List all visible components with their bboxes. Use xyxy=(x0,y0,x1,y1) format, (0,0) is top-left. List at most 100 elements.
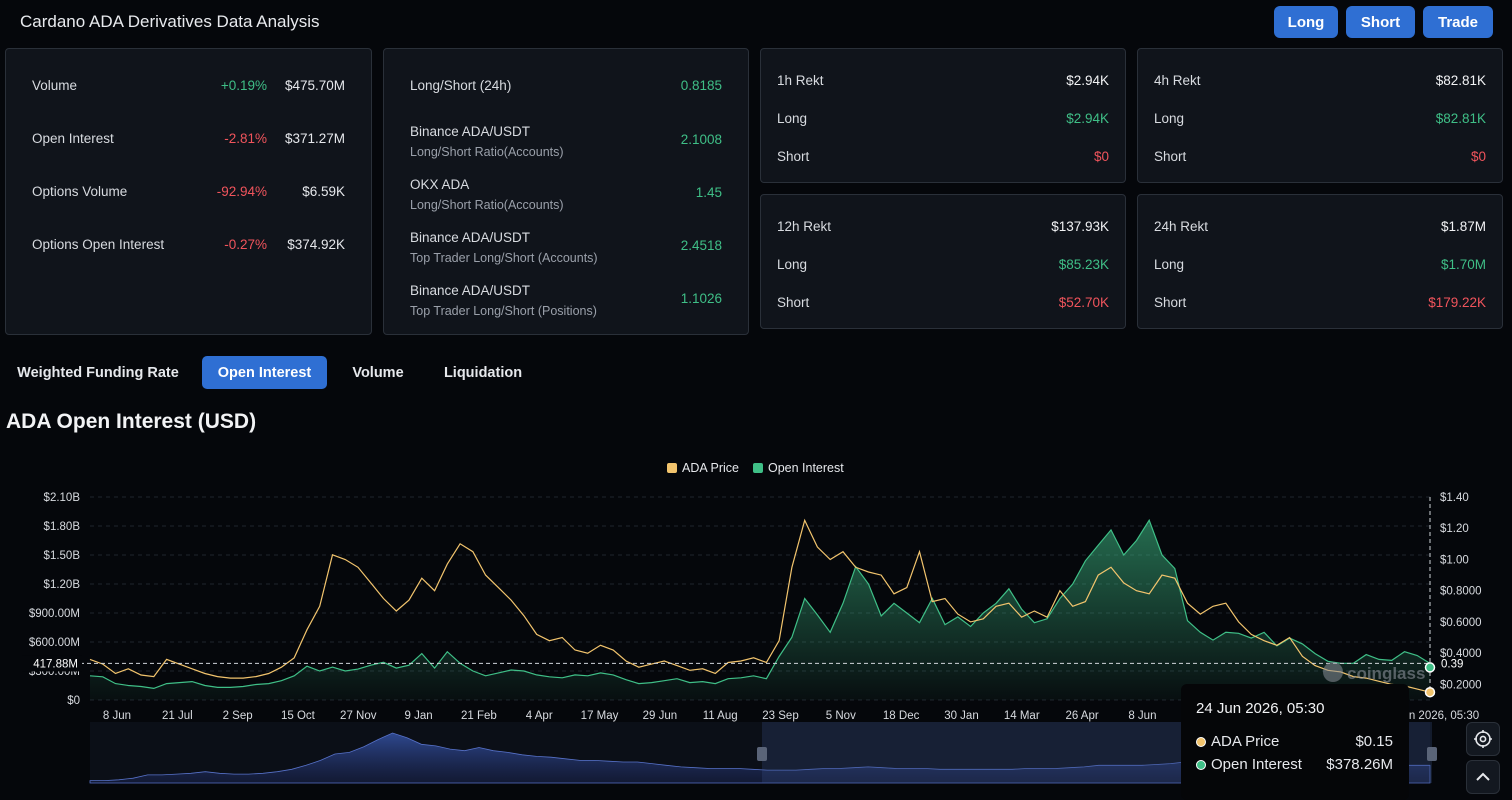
rekt-total: $2.94K xyxy=(1066,73,1109,88)
hover-points xyxy=(1424,662,1436,698)
ratio-value: 1.45 xyxy=(695,185,722,200)
tooltip-dot-price xyxy=(1196,737,1206,747)
open-interest-area xyxy=(90,520,1430,700)
rekt-short-value: $52.70K xyxy=(1058,295,1109,310)
rekt-total: $137.93K xyxy=(1051,219,1109,234)
stat-label: Options Volume xyxy=(32,184,128,199)
rekt-long-value: $2.94K xyxy=(1066,111,1109,126)
chart-title: ADA Open Interest (USD) xyxy=(6,410,257,433)
ratio-value: 0.8185 xyxy=(680,78,722,93)
stat-label: Open Interest xyxy=(32,131,114,146)
long-button[interactable]: Long xyxy=(1274,6,1338,38)
y-left-tick-label: $0 xyxy=(67,695,80,707)
tab-weighted-funding-rate[interactable]: Weighted Funding Rate xyxy=(17,364,179,381)
rekt-long-label: Long xyxy=(1154,111,1185,126)
x-tick-label: 2 Sep xyxy=(223,710,253,722)
y-left-tick-label: $1.80B xyxy=(44,521,81,533)
crosshair-labels: 417.88M 0.39 xyxy=(22,655,1463,672)
rekt-card-24h: 24h Rekt $1.87M Long $1.70M Short $179.2… xyxy=(1137,194,1503,329)
ratio-title: Binance ADA/USDT Top Trader Long/Short (P… xyxy=(410,280,597,322)
legend-item-ada-price[interactable]: ADA Price xyxy=(682,461,739,475)
rekt-card-12h: 12h Rekt $137.93K Long $85.23K Short $52… xyxy=(760,194,1126,329)
stat-change: -0.27% xyxy=(224,237,267,252)
ratio-value: 1.1026 xyxy=(680,291,722,306)
x-tick-label: 23 Sep xyxy=(762,710,798,722)
y-left-tick-label: $900.00M xyxy=(29,608,80,620)
long-short-ratio-panel: Long/Short (24h) 0.8185 Binance ADA/USDT… xyxy=(383,48,749,335)
brush-handle-right[interactable] xyxy=(1427,747,1437,761)
tooltip-series-name: ADA Price xyxy=(1211,733,1280,750)
ratio-title: Long/Short (24h) xyxy=(410,78,512,93)
x-tick-label: 21 Feb xyxy=(461,710,497,722)
rekt-short-label: Short xyxy=(777,149,810,164)
x-tick-label: 27 Nov xyxy=(340,710,377,722)
tooltip-row-price: ADA Price $0.15 xyxy=(1196,733,1393,750)
tab-liquidation[interactable]: Liquidation xyxy=(443,364,523,381)
x-tick-label: 21 Jul xyxy=(162,710,193,722)
crosshair-left-bg xyxy=(22,655,82,672)
rekt-title: 12h Rekt xyxy=(777,219,832,234)
rekt-short-value: $0 xyxy=(1470,149,1486,164)
ratio-subtitle: Long/Short Ratio(Accounts) xyxy=(410,145,564,159)
ada-price-line xyxy=(89,518,1431,693)
short-button[interactable]: Short xyxy=(1346,6,1415,38)
chart-tooltip: 24 Jun 2026, 05:30 ADA Price $0.15 Open … xyxy=(1181,684,1409,800)
brush-handle-left[interactable] xyxy=(757,747,767,761)
open-interest-line xyxy=(89,518,1431,690)
market-stats-panel: Volume +0.19% $475.70M Open Interest -2.… xyxy=(5,48,372,335)
x-tick-label: 4 Apr xyxy=(526,710,553,722)
rekt-total: $1.87M xyxy=(1440,219,1486,234)
ratio-exchange: Binance ADA/USDT xyxy=(410,124,531,139)
tab-open-interest[interactable]: Open Interest xyxy=(202,356,327,389)
tab-volume[interactable]: Volume xyxy=(352,364,404,381)
tooltip-row-oi: Open Interest $378.26M xyxy=(1196,756,1393,773)
scroll-to-top-button[interactable] xyxy=(1466,760,1500,794)
y-axis-left: $0$300.00M$600.00M$900.00M$1.20B$1.50B$1… xyxy=(29,492,80,707)
tooltip-series-value: $378.26M xyxy=(1326,756,1393,773)
x-tick-label: 15 Oct xyxy=(281,710,316,722)
stat-change: -2.81% xyxy=(224,131,267,146)
y-left-tick-label: $600.00M xyxy=(29,637,80,649)
x-tick-label: n 2026, 05:30 xyxy=(1409,710,1479,722)
y-right-tick-label: $1.40 xyxy=(1440,492,1469,504)
tooltip-series-name: Open Interest xyxy=(1211,756,1302,773)
ratio-title: Binance ADA/USDT Long/Short Ratio(Account… xyxy=(410,121,564,163)
coinglass-watermark: coinglass xyxy=(1323,662,1425,683)
x-tick-label: 14 Mar xyxy=(1004,710,1040,722)
trade-button[interactable]: Trade xyxy=(1423,6,1493,38)
y-right-tick-label: $0.2000 xyxy=(1440,679,1482,691)
watermark-text: coinglass xyxy=(1347,664,1425,683)
legend-item-open-interest[interactable]: Open Interest xyxy=(767,461,844,475)
y-left-tick-label: $1.50B xyxy=(44,550,81,562)
stat-value: $371.27M xyxy=(284,131,345,146)
y-right-tick-label: $1.20 xyxy=(1440,523,1469,535)
x-tick-label: 26 Apr xyxy=(1065,710,1098,722)
ratio-subtitle: Long/Short Ratio(Accounts) xyxy=(410,198,564,212)
stat-change: -92.94% xyxy=(216,184,267,199)
ratio-subtitle: Top Trader Long/Short (Positions) xyxy=(410,304,597,318)
settings-button[interactable] xyxy=(1466,722,1500,756)
ratio-exchange: OKX ADA xyxy=(410,177,470,192)
x-tick-label: 30 Jan xyxy=(944,710,979,722)
gear-icon xyxy=(1474,730,1492,748)
rekt-short-value: $0 xyxy=(1093,149,1109,164)
y-right-tick-label: $1.00 xyxy=(1440,554,1469,566)
open-interest-chart[interactable]: $0$300.00M$600.00M$900.00M$1.20B$1.50B$1… xyxy=(0,450,1512,800)
coinglass-logo-icon xyxy=(1323,662,1343,682)
rekt-long-value: $1.70M xyxy=(1440,257,1486,272)
top-bar: Cardano ADA Derivatives Data Analysis Lo… xyxy=(0,0,1512,44)
ratio-title: Binance ADA/USDT Top Trader Long/Short (A… xyxy=(410,227,598,269)
ratio-exchange: Binance ADA/USDT xyxy=(410,283,531,298)
rekt-short-label: Short xyxy=(1154,295,1187,310)
page-title: Cardano ADA Derivatives Data Analysis xyxy=(20,12,320,31)
x-tick-label: 5 Nov xyxy=(826,710,856,722)
legend-swatch-price xyxy=(667,463,677,473)
ratio-value: 2.1008 xyxy=(680,132,722,147)
stat-value: $475.70M xyxy=(284,78,345,93)
rekt-short-label: Short xyxy=(777,295,810,310)
stat-label: Options Open Interest xyxy=(32,237,165,252)
y-right-tick-label: $0.4000 xyxy=(1440,648,1482,660)
x-tick-label: 17 May xyxy=(581,710,619,722)
y-left-tick-label: $1.20B xyxy=(44,579,81,591)
range-brush[interactable] xyxy=(89,722,1437,784)
